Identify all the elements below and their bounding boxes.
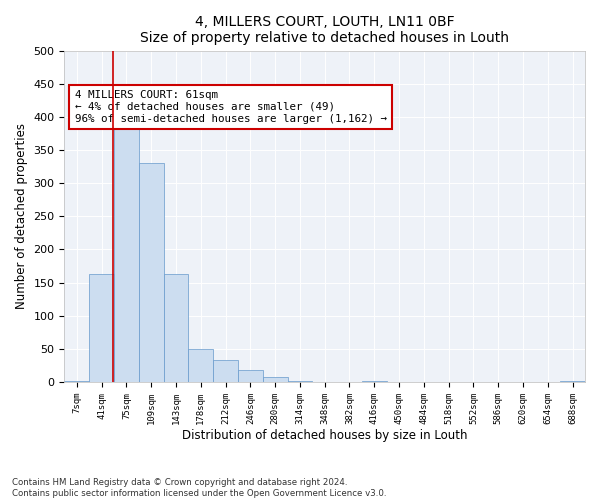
Bar: [213, 360, 238, 382]
Bar: [164, 274, 188, 382]
Title: 4, MILLERS COURT, LOUTH, LN11 0BF
Size of property relative to detached houses i: 4, MILLERS COURT, LOUTH, LN11 0BF Size o…: [140, 15, 509, 45]
Bar: [64, 380, 89, 382]
Bar: [238, 370, 263, 382]
Y-axis label: Number of detached properties: Number of detached properties: [15, 124, 28, 310]
Bar: [139, 163, 164, 382]
Bar: [263, 376, 287, 382]
Bar: [188, 349, 213, 382]
X-axis label: Distribution of detached houses by size in Louth: Distribution of detached houses by size …: [182, 430, 467, 442]
Bar: [89, 274, 114, 382]
Bar: [560, 380, 585, 382]
Text: 4 MILLERS COURT: 61sqm
← 4% of detached houses are smaller (49)
96% of semi-deta: 4 MILLERS COURT: 61sqm ← 4% of detached …: [75, 90, 387, 124]
Bar: [114, 104, 139, 382]
Text: Contains HM Land Registry data © Crown copyright and database right 2024.
Contai: Contains HM Land Registry data © Crown c…: [12, 478, 386, 498]
